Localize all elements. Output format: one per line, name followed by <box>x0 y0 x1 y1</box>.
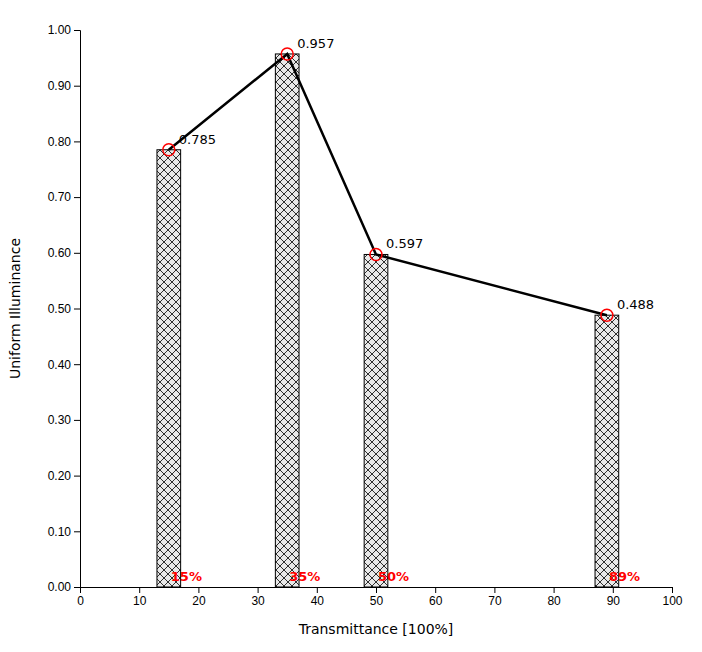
x-tick: 100 <box>662 587 682 608</box>
y-tick: 0.10 <box>48 525 80 539</box>
x-tick: 50 <box>370 587 384 608</box>
x-axis: 0 10 20 30 40 50 60 70 80 90 100 <box>77 587 683 608</box>
y-tick-label: 0.00 <box>48 580 72 594</box>
bar <box>157 150 181 587</box>
y-tick-mark <box>74 476 80 477</box>
y-tick-mark <box>74 531 80 532</box>
y-tick-label: 0.40 <box>48 358 72 372</box>
marks <box>157 48 619 587</box>
x-tick: 0 <box>77 587 84 608</box>
bar-annotation: 15% <box>171 569 202 584</box>
x-tick-mark <box>376 587 377 593</box>
marker <box>281 48 293 60</box>
y-tick-label: 0.50 <box>48 302 72 316</box>
x-tick-mark <box>554 587 555 593</box>
y-tick-mark <box>74 253 80 254</box>
y-tick-mark <box>74 420 80 421</box>
x-tick: 30 <box>251 587 265 608</box>
x-tick: 90 <box>607 587 621 608</box>
y-axis-title: Uniform Illuminance <box>7 238 23 379</box>
y-tick-label: 0.10 <box>48 525 72 539</box>
bar-annotation: 89% <box>609 569 640 584</box>
y-tick-label: 1.00 <box>48 23 72 37</box>
x-tick-mark <box>139 587 140 593</box>
x-tick: 10 <box>133 587 147 608</box>
bar-annotation: 50% <box>378 569 409 584</box>
x-tick-mark <box>198 587 199 593</box>
x-tick-mark <box>672 587 673 593</box>
x-tick-label: 50 <box>370 594 384 608</box>
x-tick-label: 80 <box>547 594 561 608</box>
data-label: 0.785 <box>179 132 216 147</box>
x-tick-mark <box>258 587 259 593</box>
y-tick: 0.30 <box>48 413 80 427</box>
bar-annotation: 35% <box>289 569 320 584</box>
y-axis: 0.00 0.10 0.20 0.30 0.40 0.50 0.60 0.70 0.80 0.90… <box>48 23 81 594</box>
y-tick-mark <box>74 587 80 588</box>
marker <box>163 144 175 156</box>
y-tick-mark <box>74 364 80 365</box>
x-tick-label: 20 <box>192 594 206 608</box>
marker <box>370 248 382 260</box>
y-tick-mark <box>74 86 80 87</box>
y-tick: 1.00 <box>48 23 80 37</box>
x-tick-label: 60 <box>429 594 443 608</box>
x-tick-label: 40 <box>311 594 325 608</box>
y-tick: 0.90 <box>48 79 80 93</box>
x-axis-title: Transmittance [100%] <box>298 621 454 637</box>
x-tick-label: 30 <box>251 594 265 608</box>
bar <box>275 54 299 587</box>
line <box>169 54 607 315</box>
y-tick-label: 0.30 <box>48 413 72 427</box>
y-tick-label: 0.70 <box>48 190 72 204</box>
y-tick: 0.20 <box>48 469 80 483</box>
bar <box>595 315 619 587</box>
y-tick-label: 0.90 <box>48 79 72 93</box>
x-tick-label: 10 <box>133 594 147 608</box>
x-tick: 40 <box>311 587 325 608</box>
labels: 0.785 0.957 0.597 0.488 15% 35% 50% 89% <box>171 36 654 584</box>
y-tick: 0.60 <box>48 246 80 260</box>
bar <box>364 254 388 587</box>
chart: 01020304050607080901000.000.100.200.300.… <box>0 0 702 652</box>
y-tick: 0.70 <box>48 190 80 204</box>
y-tick: 0.50 <box>48 302 80 316</box>
y-axis-line <box>74 31 81 588</box>
x-tick-label: 0 <box>77 594 84 608</box>
x-tick-mark <box>494 587 495 593</box>
x-tick-label: 90 <box>607 594 621 608</box>
x-tick-label: 70 <box>488 594 502 608</box>
y-tick: 0.00 <box>48 580 80 594</box>
y-tick: 0.80 <box>48 135 80 149</box>
x-tick: 80 <box>547 587 561 608</box>
x-tick: 70 <box>488 587 502 608</box>
plot: 01020304050607080901000.000.100.200.300.… <box>48 23 683 607</box>
data-label: 0.957 <box>297 36 334 51</box>
x-tick: 60 <box>429 587 443 608</box>
x-axis-line <box>81 588 673 594</box>
y-tick-mark <box>74 309 80 310</box>
y-tick-mark <box>74 197 80 198</box>
x-tick-mark <box>317 587 318 593</box>
y-tick-label: 0.20 <box>48 469 72 483</box>
x-tick-mark <box>613 587 614 593</box>
x-tick-mark <box>435 587 436 593</box>
data-label: 0.597 <box>386 236 423 251</box>
x-tick: 20 <box>192 587 206 608</box>
y-tick: 0.40 <box>48 358 80 372</box>
y-tick-label: 0.80 <box>48 135 72 149</box>
data-label: 0.488 <box>617 297 654 312</box>
x-tick-label: 100 <box>662 594 682 608</box>
y-tick-mark <box>74 141 80 142</box>
y-tick-label: 0.60 <box>48 246 72 260</box>
y-tick-mark <box>74 30 80 31</box>
marker <box>601 309 613 321</box>
